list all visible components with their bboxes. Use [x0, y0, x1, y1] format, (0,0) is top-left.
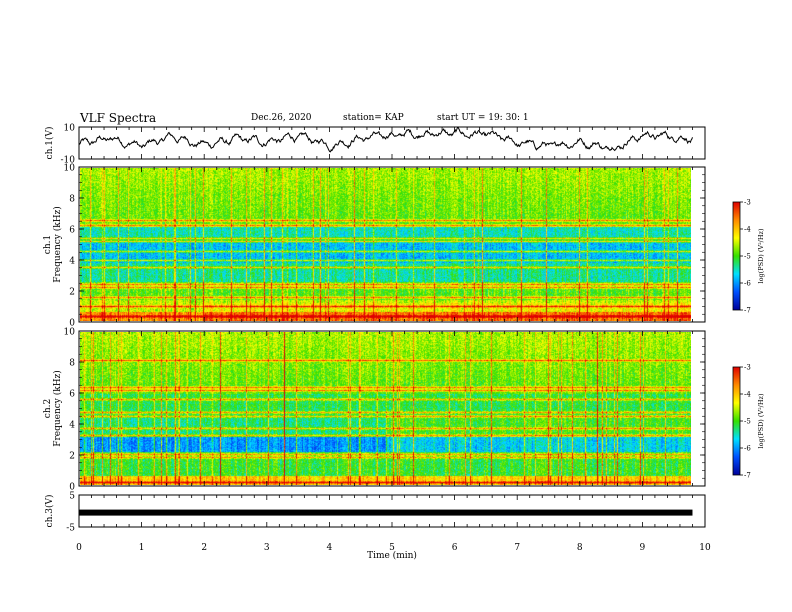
x-tick-label: 10 — [699, 543, 711, 553]
colorbar-tick-label: -7 — [744, 307, 751, 315]
ch3-waveform-line — [79, 509, 693, 516]
panel-frame — [78, 166, 706, 323]
colorbar-ch1: -3 -4 -5 -6 -7 log(PSD) (V²/Hz) — [732, 199, 765, 315]
y-axis-label: Frequency (kHz) — [52, 206, 63, 283]
y-tick-label: -10 — [61, 156, 76, 166]
y-tick-label: 4 — [69, 257, 75, 267]
y-tick-label: 4 — [69, 421, 75, 431]
y-tick-label: 8 — [69, 195, 75, 205]
channel-label: ch.1 — [43, 235, 53, 254]
panel-frame — [78, 126, 706, 160]
colorbar-label: log(PSD) (V²/Hz) — [757, 228, 765, 283]
colorbar-label: log(PSD) (V²/Hz) — [757, 393, 765, 448]
y-tick-label: 8 — [69, 359, 75, 369]
y-tick-label: 10 — [64, 164, 76, 174]
y-tick-label: 5 — [69, 492, 75, 502]
colorbar-strip — [732, 366, 741, 476]
time-axis: 0 1 2 3 4 5 6 7 8 9 10 Time (min) — [76, 543, 711, 561]
colorbar-tick-label: -4 — [744, 226, 751, 234]
colorbar-tick-label: -6 — [744, 445, 751, 453]
date-label: Dec.26, 2020 — [251, 113, 312, 123]
x-axis-label: Time (min) — [367, 550, 417, 561]
ch1-waveform-line — [79, 126, 693, 153]
y-tick-label: 2 — [69, 452, 75, 462]
y-tick-label: 10 — [64, 328, 76, 338]
station-label: station= KAP — [343, 113, 404, 123]
y-axis-label: ch.3(V) — [44, 495, 55, 528]
start-time-label: start UT = 19: 30: 1 — [437, 113, 529, 123]
colorbar-tick-label: -6 — [744, 280, 751, 288]
panel-frame — [78, 330, 706, 487]
ch2-spectrogram-image — [80, 332, 691, 485]
y-tick-label: 6 — [69, 390, 75, 400]
ch1-spectrogram-image — [80, 168, 691, 321]
colorbar-tick-label: -4 — [744, 391, 751, 399]
colorbar-tick-label: -5 — [744, 253, 751, 261]
x-tick-label: 7 — [514, 543, 520, 553]
ch1-waveform-panel: 10 -10 ch.1(V) — [44, 124, 706, 166]
x-tick-label: 6 — [452, 543, 458, 553]
y-tick-label: 0 — [69, 483, 75, 493]
y-tick-label: 10 — [64, 124, 76, 134]
x-tick-label: 1 — [139, 543, 145, 553]
colorbar-tick-label: -5 — [744, 418, 751, 426]
colorbar-strip — [732, 201, 741, 311]
x-tick-label: 2 — [201, 543, 207, 553]
x-tick-label: 5 — [389, 543, 395, 553]
x-tick-label: 3 — [264, 543, 270, 553]
ch1-spectrogram-panel: 0 2 4 6 8 10 ch.1 Frequency (kHz) — [43, 164, 706, 329]
x-tick-label: 9 — [640, 543, 646, 553]
x-tick-label: 8 — [577, 543, 583, 553]
y-tick-label: 2 — [69, 288, 75, 298]
y-axis-label: ch.1(V) — [44, 127, 55, 160]
ch3-waveform-panel: 5 -5 ch.3(V) — [44, 492, 706, 534]
y-tick-label: 0 — [69, 319, 75, 329]
channel-label: ch.2 — [43, 399, 53, 418]
colorbar-tick-label: -3 — [744, 364, 751, 372]
ch2-spectrogram-panel: 0 2 4 6 8 10 ch.2 Frequency (kHz) — [43, 328, 706, 493]
y-tick-label: -5 — [66, 524, 75, 534]
x-tick-label: 0 — [76, 543, 82, 553]
colorbar-ch2: -3 -4 -5 -6 -7 log(PSD) (V²/Hz) — [732, 364, 765, 480]
x-tick-label: 4 — [327, 543, 333, 553]
y-tick-label: 6 — [69, 226, 75, 236]
colorbar-tick-label: -7 — [744, 472, 751, 480]
figure-title: VLF Spectra — [80, 111, 157, 125]
colorbar-tick-label: -3 — [744, 199, 751, 207]
y-axis-label: Frequency (kHz) — [52, 370, 63, 447]
